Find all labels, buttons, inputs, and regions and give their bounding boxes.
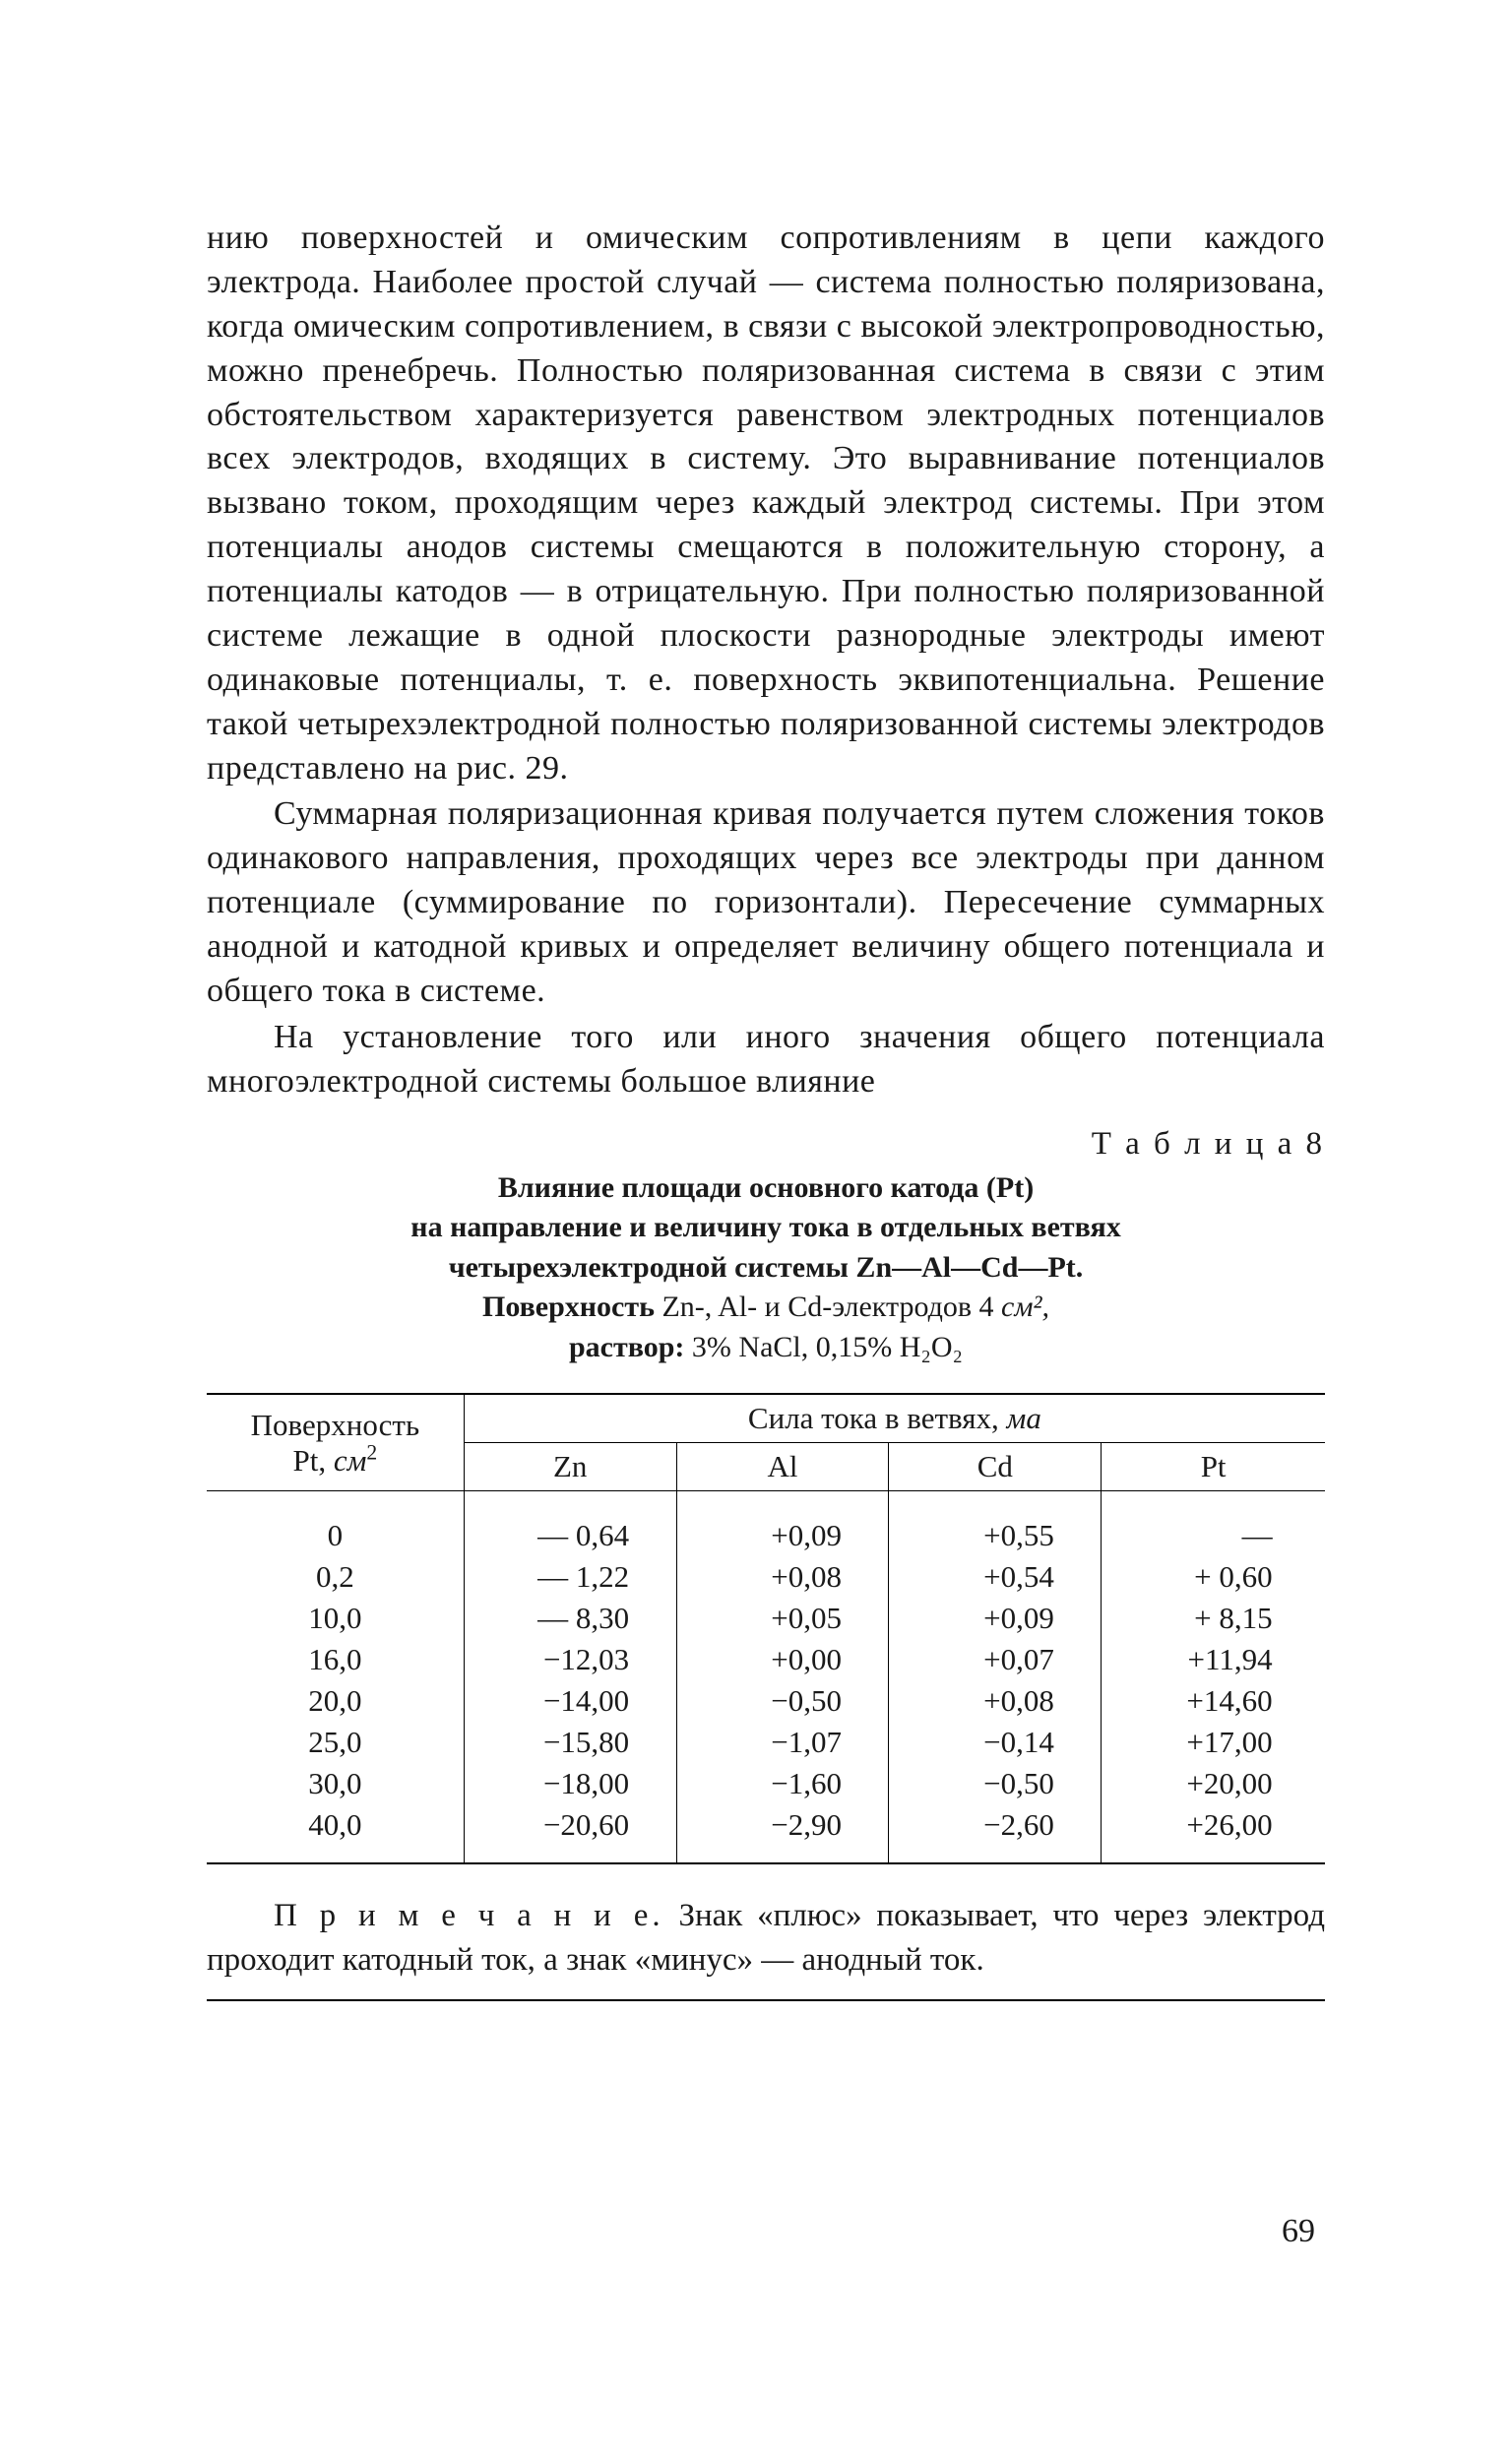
table-cell: —	[1102, 1515, 1325, 1556]
table-cell: −1,07	[676, 1722, 889, 1763]
col-header-zn: Zn	[464, 1443, 676, 1491]
note-label: П р и м е ч а н и е.	[274, 1898, 664, 1933]
caption-text: раствор:	[569, 1331, 692, 1363]
paragraph: нию поверхностей и омическим сопротивлен…	[207, 217, 1325, 790]
table-row: 16,0−12,03+0,00+0,07+11,94	[207, 1639, 1325, 1680]
table-cell: −2,60	[889, 1804, 1102, 1863]
table-cell: −0,50	[676, 1680, 889, 1722]
col-header-cd: Cd	[889, 1443, 1102, 1491]
table-cell: +0,55	[889, 1515, 1102, 1556]
paragraph: Суммарная поляризационная кривая получае…	[207, 792, 1325, 1013]
divider	[207, 1999, 1325, 2001]
data-table: Поверхность Pt, см2 Сила тока в ветвях, …	[207, 1393, 1325, 1864]
table-cell: −1,60	[676, 1763, 889, 1804]
table-cell: −12,03	[464, 1639, 676, 1680]
table-caption: Влияние площади основного катода (Pt) на…	[207, 1168, 1325, 1368]
table-cell: +0,07	[889, 1639, 1102, 1680]
caption-line: Поверхность Zn-, Al- и Cd-электродов 4 с…	[482, 1291, 1049, 1323]
table-cell: — 0,64	[464, 1515, 676, 1556]
table-cell: + 8,15	[1102, 1598, 1325, 1639]
table-cell: −2,90	[676, 1804, 889, 1863]
table-cell: — 8,30	[464, 1598, 676, 1639]
table-note: П р и м е ч а н и е. Знак «плюс» показыв…	[207, 1894, 1325, 1982]
table-row: 0— 0,64+0,09+0,55—	[207, 1515, 1325, 1556]
table-cell: +0,00	[676, 1639, 889, 1680]
table-body: 0— 0,64+0,09+0,55—0,2— 1,22+0,08+0,54+ 0…	[207, 1491, 1325, 1864]
paragraph: На установление того или иного значения …	[207, 1016, 1325, 1104]
caption-line: раствор: 3% NaCl, 0,15% H₂O₂	[569, 1331, 963, 1363]
caption-text: Zn-, Al- и Cd-электродов 4	[662, 1291, 1001, 1323]
table-cell: 40,0	[207, 1804, 464, 1863]
caption-text: Поверхность	[482, 1291, 662, 1323]
table-row: 40,0−20,60−2,90−2,60+26,00	[207, 1804, 1325, 1863]
table-cell: 16,0	[207, 1639, 464, 1680]
table-cell: +20,00	[1102, 1763, 1325, 1804]
caption-text: см²,	[1001, 1291, 1049, 1323]
table-cell: +0,08	[676, 1556, 889, 1598]
table-cell: 0	[207, 1515, 464, 1556]
table-cell: +26,00	[1102, 1804, 1325, 1863]
table-row: 20,0−14,00−0,50+0,08+14,60	[207, 1680, 1325, 1722]
caption-line: четырехэлектродной системы Zn—Al—Cd—Pt.	[449, 1251, 1084, 1284]
caption-line: Влияние площади основного катода (Pt)	[498, 1171, 1034, 1204]
table-cell: −0,50	[889, 1763, 1102, 1804]
table-cell: 30,0	[207, 1763, 464, 1804]
table-cell: 0,2	[207, 1556, 464, 1598]
header-text: Pt, см2	[293, 1443, 378, 1478]
table-row: 0,2— 1,22+0,08+0,54+ 0,60	[207, 1556, 1325, 1598]
table-label: Т а б л и ц а 8	[207, 1126, 1325, 1163]
table-cell: −15,80	[464, 1722, 676, 1763]
table-cell: 25,0	[207, 1722, 464, 1763]
table-cell: +14,60	[1102, 1680, 1325, 1722]
table-cell: 20,0	[207, 1680, 464, 1722]
table-cell: + 0,60	[1102, 1556, 1325, 1598]
caption-line: на направление и величину тока в отдельн…	[410, 1211, 1120, 1243]
table-cell: −18,00	[464, 1763, 676, 1804]
table-cell: −14,00	[464, 1680, 676, 1722]
table-cell: +0,09	[889, 1598, 1102, 1639]
page: нию поверхностей и омическим сопротивлен…	[0, 0, 1512, 2457]
col-header-group: Сила тока в ветвях, ма	[464, 1394, 1325, 1443]
table-cell: +0,08	[889, 1680, 1102, 1722]
table-cell: +0,09	[676, 1515, 889, 1556]
table-cell: +17,00	[1102, 1722, 1325, 1763]
table-cell: +0,54	[889, 1556, 1102, 1598]
table-cell: −20,60	[464, 1804, 676, 1863]
col-header-al: Al	[676, 1443, 889, 1491]
body-text: нию поверхностей и омическим сопротивлен…	[207, 217, 1325, 1104]
header-text: Сила тока в ветвях, ма	[748, 1401, 1041, 1435]
table-row: 10,0— 8,30+0,05+0,09+ 8,15	[207, 1598, 1325, 1639]
table-cell: −0,14	[889, 1722, 1102, 1763]
table-cell: 10,0	[207, 1598, 464, 1639]
table-row: 30,0−18,00−1,60−0,50+20,00	[207, 1763, 1325, 1804]
page-number: 69	[1282, 2213, 1315, 2250]
table-row: 25,0−15,80−1,07−0,14+17,00	[207, 1722, 1325, 1763]
col-header-surface: Поверхность Pt, см2	[207, 1394, 464, 1491]
caption-text: 3% NaCl, 0,15% H₂O₂	[692, 1331, 963, 1363]
header-text: Поверхность	[251, 1408, 419, 1442]
col-header-pt: Pt	[1102, 1443, 1325, 1491]
table-cell: +11,94	[1102, 1639, 1325, 1680]
table-cell: — 1,22	[464, 1556, 676, 1598]
table-cell: +0,05	[676, 1598, 889, 1639]
